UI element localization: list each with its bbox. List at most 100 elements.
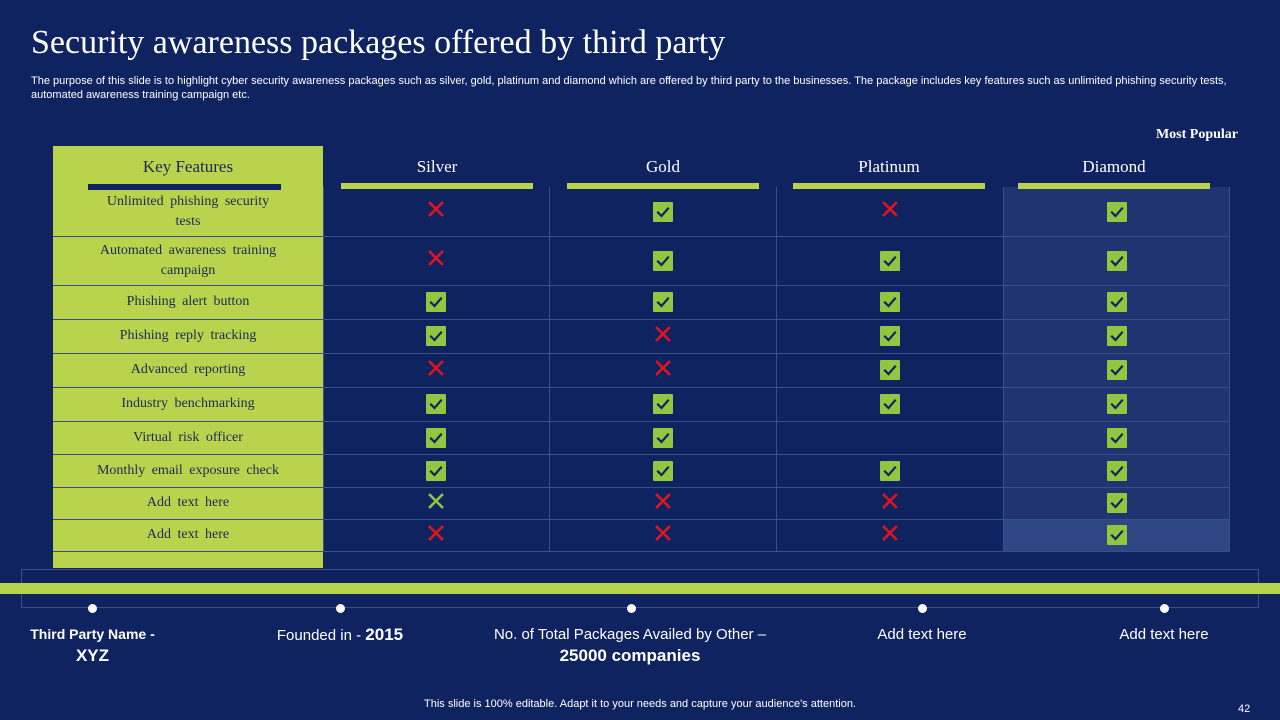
cross-icon xyxy=(881,200,899,223)
feature-label: Industry benchmarking xyxy=(121,396,255,411)
timeline-dot xyxy=(627,604,636,613)
cell-silver xyxy=(323,319,549,353)
timeline-text: Add text here xyxy=(842,624,1002,645)
plan-header-bar xyxy=(1018,183,1210,189)
page-number: 42 xyxy=(1238,703,1251,715)
timeline-label: Add text here xyxy=(1119,626,1209,643)
timeline-text: Add text here xyxy=(1084,624,1244,645)
check-icon xyxy=(652,201,673,222)
row-divider xyxy=(53,387,1230,388)
cell-gold xyxy=(549,236,776,285)
cell-diamond xyxy=(1003,319,1230,353)
cell-gold xyxy=(549,421,776,454)
check-icon xyxy=(652,460,673,481)
cell-platinum xyxy=(776,319,1003,353)
check-icon xyxy=(1106,394,1127,414)
check-icon xyxy=(426,427,446,448)
check-icon xyxy=(1106,525,1127,545)
feature-label: Add text here xyxy=(146,527,230,542)
feature-label: Add text here xyxy=(146,495,230,510)
cell-diamond xyxy=(1003,454,1230,487)
check-icon xyxy=(1106,360,1127,380)
cell-gold xyxy=(549,353,776,387)
cell-gold xyxy=(549,187,776,236)
check-icon xyxy=(1106,201,1127,222)
cell-silver xyxy=(323,285,549,319)
check-icon xyxy=(1106,250,1127,271)
timeline-dot xyxy=(88,604,97,613)
cell-platinum xyxy=(776,236,1003,285)
cell-gold xyxy=(549,487,776,519)
row-divider xyxy=(53,285,1230,286)
cell-diamond xyxy=(1003,487,1230,519)
check-icon xyxy=(426,292,446,312)
cell-diamond xyxy=(1003,236,1230,285)
key-features-column xyxy=(53,146,323,568)
plan-header-bar xyxy=(341,183,533,189)
timeline-label: Add text here xyxy=(877,626,967,643)
feature-label: Virtual risk officer xyxy=(133,429,243,445)
cell-gold xyxy=(549,454,776,487)
key-features-header: Key Features xyxy=(142,156,234,176)
timeline-text: No. of Total Packages Availed by Other –… xyxy=(480,624,780,667)
slide-title: Security awareness packages offered by t… xyxy=(31,24,726,61)
cross-icon xyxy=(427,492,445,515)
feature-label: Phishing alert button xyxy=(126,294,250,309)
row-divider xyxy=(53,551,1230,552)
cell-silver xyxy=(323,487,549,519)
column-divider xyxy=(549,187,550,551)
cell-platinum xyxy=(776,519,1003,551)
cross-icon xyxy=(654,325,672,348)
check-icon xyxy=(652,427,673,448)
check-icon xyxy=(879,250,900,271)
cross-icon xyxy=(881,524,899,547)
footer-note: This slide is 100% editable. Adapt it to… xyxy=(424,698,856,710)
cell-platinum xyxy=(776,353,1003,387)
cell-silver xyxy=(323,353,549,387)
plan-header-gold: Gold xyxy=(646,156,680,176)
cell-platinum xyxy=(776,387,1003,421)
row-divider xyxy=(53,353,1230,354)
timeline-dot xyxy=(1160,604,1169,613)
feature-label: Unlimited phishing security tests xyxy=(106,193,270,229)
check-icon xyxy=(1106,326,1127,346)
check-icon xyxy=(879,292,900,312)
check-icon xyxy=(426,460,446,481)
row-divider xyxy=(53,236,1230,237)
cell-diamond xyxy=(1003,421,1230,454)
check-icon xyxy=(879,394,900,414)
cell-silver xyxy=(323,187,549,236)
check-icon xyxy=(1106,292,1127,312)
row-divider xyxy=(53,454,1230,455)
cross-icon xyxy=(427,200,445,223)
check-icon xyxy=(426,394,446,414)
most-popular-label: Most Popular xyxy=(1155,127,1238,142)
cell-diamond xyxy=(1003,387,1230,421)
check-icon xyxy=(1106,427,1127,448)
plan-header-bar xyxy=(567,183,759,189)
cell-platinum xyxy=(776,421,1003,454)
check-icon xyxy=(879,360,900,380)
timeline-dot xyxy=(918,604,927,613)
row-divider xyxy=(53,519,1230,520)
cross-icon xyxy=(427,359,445,382)
cell-gold xyxy=(549,519,776,551)
cell-silver xyxy=(323,421,549,454)
feature-label: Monthly email exposure check xyxy=(96,462,279,478)
timeline-text: Founded in - 2015 xyxy=(245,624,435,646)
timeline-text: Third Party Name - XYZ xyxy=(20,624,165,667)
cross-icon xyxy=(654,359,672,382)
cell-diamond xyxy=(1003,285,1230,319)
timeline-label: Founded in - xyxy=(276,627,366,644)
timeline-label: Third Party Name - xyxy=(30,626,155,642)
cross-icon xyxy=(654,492,672,515)
plan-header-silver: Silver xyxy=(416,156,458,176)
feature-label: Advanced reporting xyxy=(130,362,246,377)
cell-gold xyxy=(549,387,776,421)
row-divider xyxy=(53,319,1230,320)
timeline-dot xyxy=(336,604,345,613)
cell-silver xyxy=(323,519,549,551)
cell-diamond xyxy=(1003,519,1230,551)
cell-diamond xyxy=(1003,187,1230,236)
cross-icon xyxy=(427,524,445,547)
